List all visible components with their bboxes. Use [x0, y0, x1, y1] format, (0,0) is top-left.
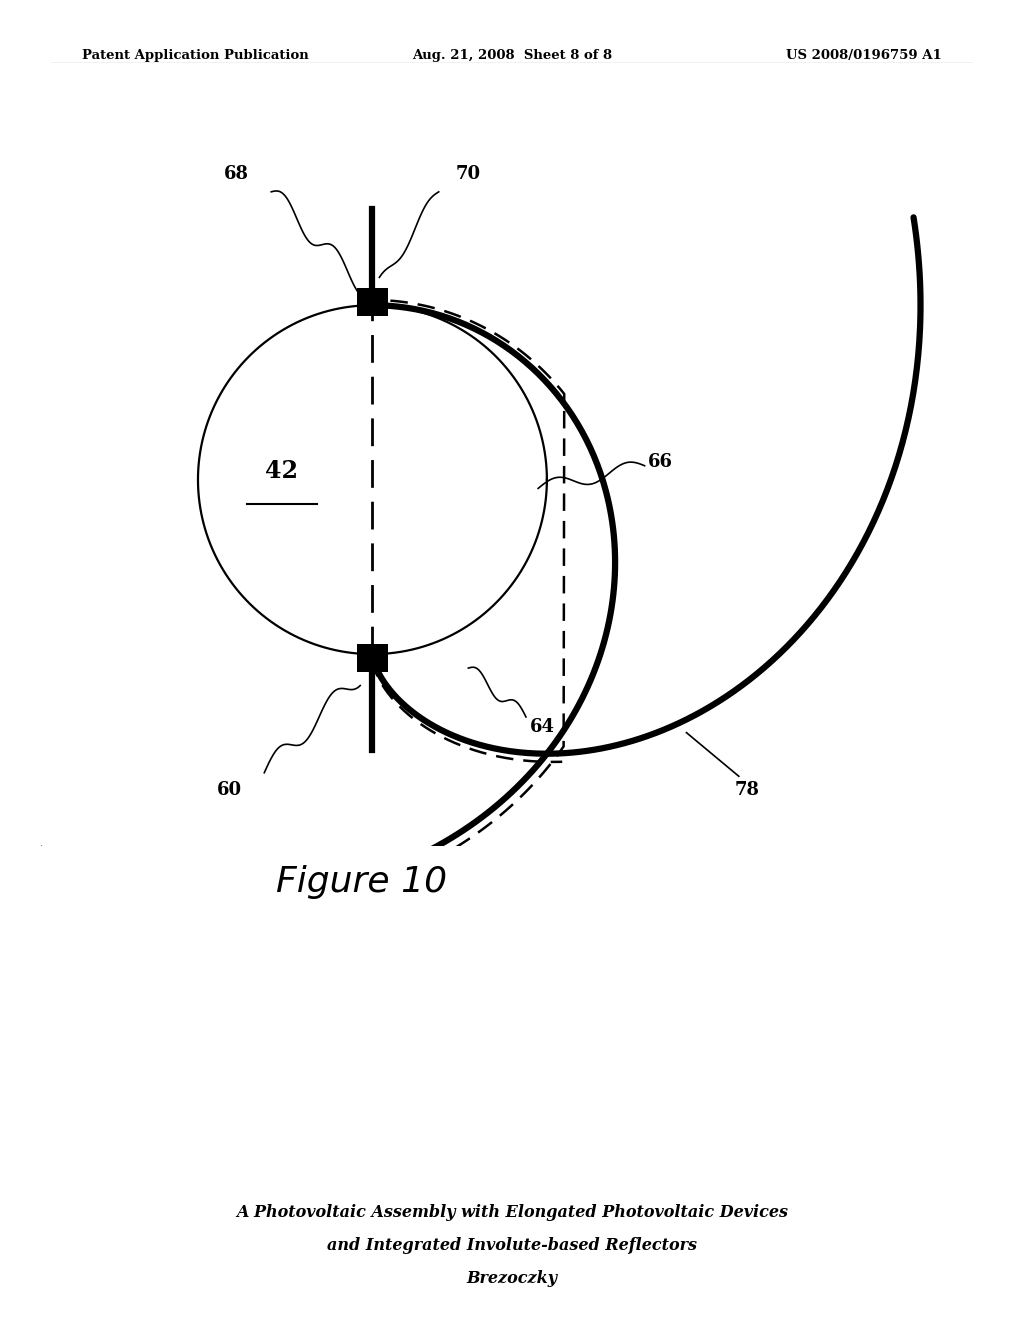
Text: 70: 70: [456, 165, 481, 183]
Text: A Photovoltaic Assembly with Elongated Photovoltaic Devices: A Photovoltaic Assembly with Elongated P…: [236, 1204, 788, 1221]
Text: 78: 78: [735, 781, 760, 799]
Text: Figure 10: Figure 10: [276, 865, 447, 899]
Text: 66: 66: [648, 453, 673, 471]
Polygon shape: [356, 288, 388, 315]
Text: 42: 42: [265, 459, 298, 483]
Text: Brezoczky: Brezoczky: [467, 1270, 557, 1287]
Text: US 2008/0196759 A1: US 2008/0196759 A1: [786, 49, 942, 62]
Text: 64: 64: [529, 718, 554, 737]
Polygon shape: [356, 644, 388, 672]
Text: 68: 68: [224, 165, 249, 183]
Text: Aug. 21, 2008  Sheet 8 of 8: Aug. 21, 2008 Sheet 8 of 8: [412, 49, 612, 62]
Text: and Integrated Involute-based Reflectors: and Integrated Involute-based Reflectors: [327, 1237, 697, 1254]
Text: 60: 60: [217, 781, 242, 799]
Text: Patent Application Publication: Patent Application Publication: [82, 49, 308, 62]
